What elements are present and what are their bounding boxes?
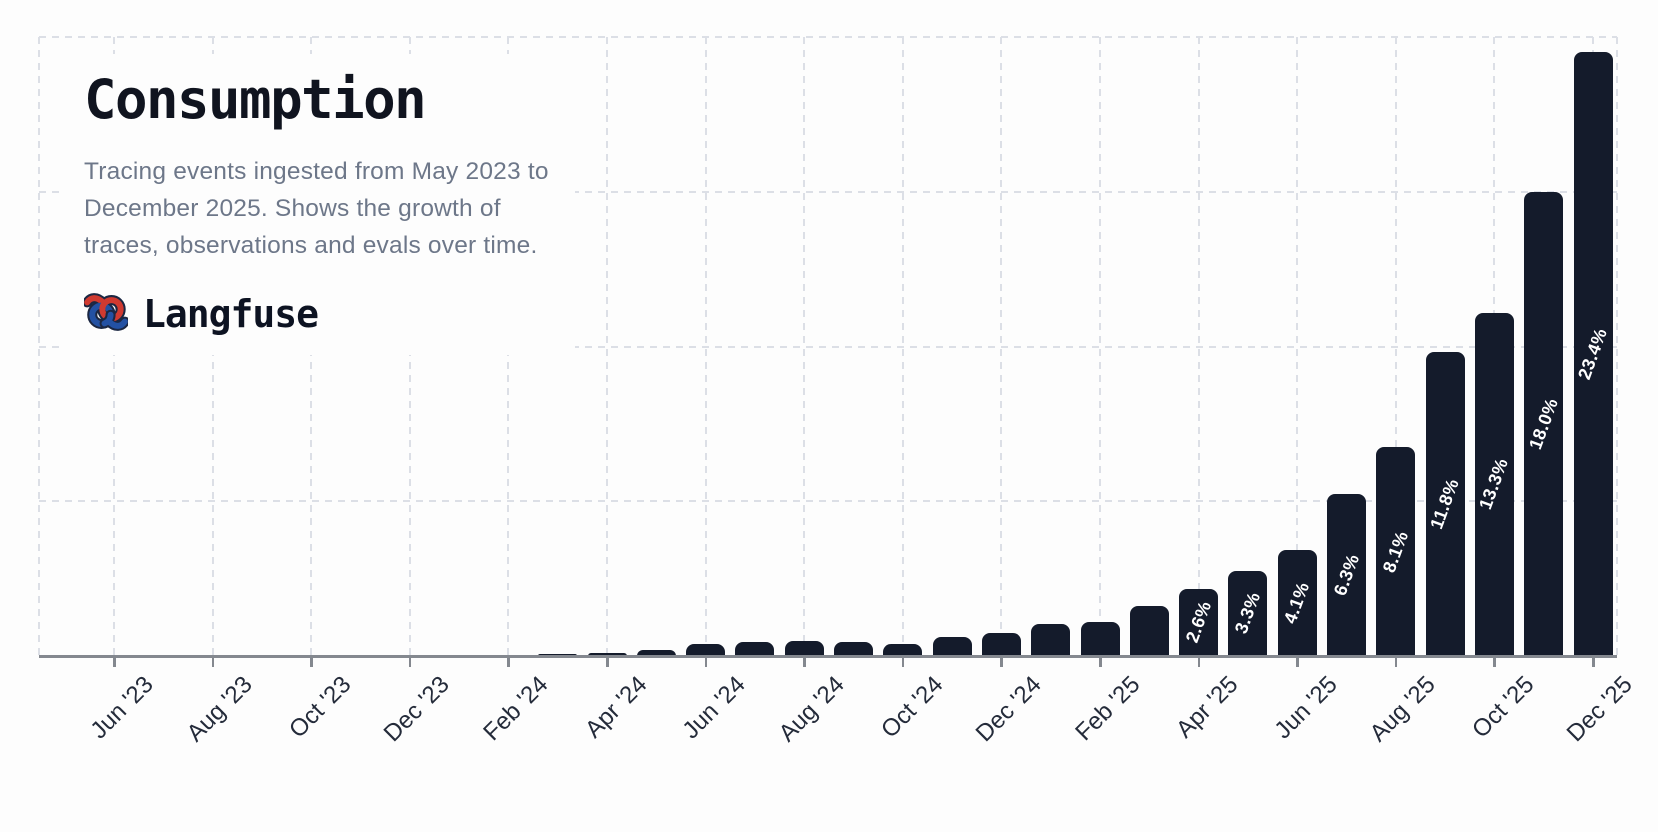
gridline-vertical: [38, 37, 40, 656]
bar-jan--25[interactable]: [1031, 623, 1071, 656]
x-axis-tick: [803, 657, 806, 667]
bar-jul--25[interactable]: 6.3%: [1327, 493, 1366, 656]
brand-row: Langfuse: [82, 290, 549, 339]
bar-sep--25[interactable]: 11.8%: [1425, 351, 1465, 656]
bar-value-label: 2.6%: [1181, 598, 1215, 646]
bar-value-label: 11.8%: [1426, 475, 1463, 532]
bar-value-label: 13.3%: [1475, 455, 1513, 513]
subtitle-line: traces, observations and evals over time…: [84, 231, 538, 259]
bar-aug--24[interactable]: [784, 641, 824, 656]
x-axis-tick: [1000, 657, 1003, 667]
bar-jul--24[interactable]: [735, 641, 775, 656]
gridline-vertical: [803, 37, 806, 656]
gridline-vertical: [1616, 37, 1618, 656]
bar-value-label: 4.1%: [1280, 579, 1314, 627]
bar-oct--25[interactable]: 13.3%: [1474, 312, 1514, 656]
gridline-vertical: [1394, 37, 1397, 656]
gridline-vertical: [704, 37, 707, 656]
x-axis-tick: [1493, 657, 1496, 667]
x-axis-tick: [1197, 657, 1201, 667]
gridline-vertical: [1000, 37, 1003, 656]
bar-value-label: 23.4%: [1574, 325, 1611, 383]
brand-name: Langfuse: [143, 292, 319, 337]
gridline-horizontal: [39, 500, 1617, 503]
bar-mar--25[interactable]: [1129, 605, 1169, 656]
gridline-vertical: [1099, 37, 1101, 656]
gridline-vertical: [1296, 37, 1299, 656]
gridline-vertical: [901, 37, 904, 656]
bar-dec--25[interactable]: 23.4%: [1573, 52, 1613, 656]
x-axis-tick: [1592, 657, 1595, 667]
bar-aug--25[interactable]: 8.1%: [1376, 447, 1416, 656]
bar-value-label: 8.1%: [1378, 527, 1413, 575]
bar-apr--25[interactable]: 2.6%: [1179, 588, 1219, 656]
x-axis-tick: [606, 657, 609, 667]
bar-value-label: 18.0%: [1524, 395, 1562, 453]
x-axis-tick: [1099, 657, 1102, 667]
x-axis-tick: [211, 657, 215, 667]
gridline-vertical: [606, 37, 608, 656]
x-axis-tick: [310, 657, 313, 667]
bar-nov--24[interactable]: [932, 637, 972, 656]
x-axis-tick: [901, 657, 905, 667]
chart-header: Consumption Tracing events ingested from…: [62, 54, 575, 355]
bar-jun--25[interactable]: 4.1%: [1277, 550, 1317, 656]
bar-oct--24[interactable]: [883, 644, 923, 656]
bar-feb--25[interactable]: [1080, 622, 1120, 656]
bar-may--25[interactable]: 3.3%: [1228, 570, 1268, 656]
x-axis-line: [39, 655, 1617, 658]
x-axis-tick: [113, 657, 116, 667]
langfuse-knot-icon: [82, 290, 130, 339]
x-axis-tick: [1296, 657, 1299, 667]
gridline-horizontal: [39, 345, 1617, 348]
bar-jun--24[interactable]: [686, 644, 726, 656]
bar-sep--24[interactable]: [834, 642, 873, 656]
gridline-horizontal: [39, 190, 1617, 193]
bar-may--24[interactable]: [636, 650, 676, 656]
bar-nov--25[interactable]: 18.0%: [1524, 191, 1564, 656]
bar-value-label: 3.3%: [1230, 589, 1265, 637]
subtitle-line: December 2025. Shows the growth of: [84, 194, 501, 222]
gridline-horizontal: [39, 36, 1617, 38]
x-axis-tick: [507, 657, 510, 667]
subtitle-line: Tracing events ingested from May 2023 to: [84, 157, 549, 185]
bar-value-label: 6.3%: [1329, 551, 1363, 599]
gridline-vertical: [1197, 37, 1200, 656]
bar-dec--24[interactable]: [981, 633, 1021, 656]
x-axis-tick: [1394, 657, 1398, 667]
chart-subtitle: Tracing events ingested from May 2023 to…: [84, 153, 549, 264]
x-axis-tick: [704, 657, 708, 667]
x-axis-tick: [408, 657, 412, 667]
bar-apr--24[interactable]: [587, 653, 627, 656]
page-title: Consumption: [84, 68, 427, 131]
